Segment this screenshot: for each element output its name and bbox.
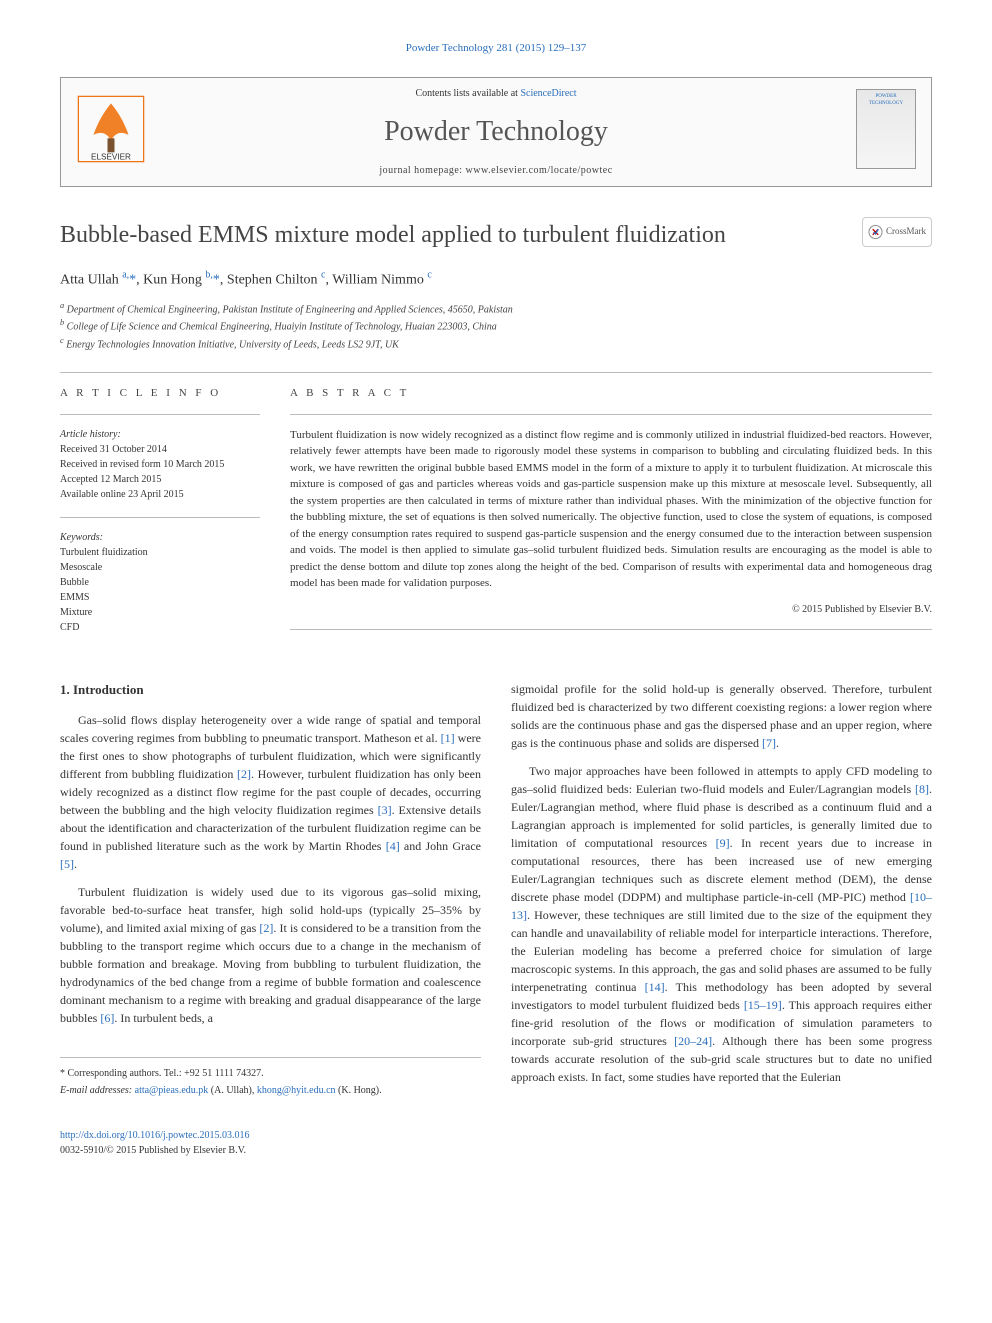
intro-heading: 1. Introduction [60, 680, 481, 700]
corresponding-emails: E-mail addresses: atta@pieas.edu.pk (A. … [60, 1083, 481, 1098]
ref-2[interactable]: [2] [237, 767, 251, 781]
journal-cover [826, 89, 916, 175]
ref-14[interactable]: [14] [645, 980, 665, 994]
ref-2b[interactable]: [2] [259, 921, 273, 935]
ref-4[interactable]: [4] [386, 839, 400, 853]
intro-p2: Turbulent fluidization is widely used du… [60, 883, 481, 1027]
abstract-copyright: © 2015 Published by Elsevier B.V. [290, 602, 932, 617]
affiliations: a Department of Chemical Engineering, Pa… [60, 300, 932, 352]
intro-p1: Gas–solid flows display heterogeneity ov… [60, 711, 481, 873]
ref-8[interactable]: [8] [915, 782, 929, 796]
doi-link[interactable]: http://dx.doi.org/10.1016/j.powtec.2015.… [60, 1130, 250, 1141]
author-2-corr[interactable]: * [213, 272, 220, 287]
ref-9[interactable]: [9] [716, 836, 730, 850]
abstract-heading: A B S T R A C T [290, 385, 932, 402]
doi-footer: http://dx.doi.org/10.1016/j.powtec.2015.… [60, 1128, 932, 1158]
crossmark-label: CrossMark [886, 225, 926, 239]
issn-line: 0032-5910/© 2015 Published by Elsevier B… [60, 1145, 246, 1156]
ref-3[interactable]: [3] [378, 803, 392, 817]
author-2: Kun Hong [143, 272, 205, 287]
author-2-aff[interactable]: b, [205, 272, 213, 287]
article-info-heading: A R T I C L E I N F O [60, 385, 260, 402]
svg-text:ELSEVIER: ELSEVIER [91, 152, 131, 161]
journal-banner: ELSEVIER Contents lists available at Sci… [60, 77, 932, 187]
ref-1[interactable]: [1] [441, 731, 455, 745]
crossmark-icon [868, 224, 883, 240]
journal-name: Powder Technology [166, 111, 826, 153]
abstract-text: Turbulent fluidization is now widely rec… [290, 427, 932, 592]
email-1[interactable]: atta@pieas.edu.pk [135, 1085, 209, 1096]
elsevier-tree-icon: ELSEVIER [76, 94, 146, 164]
author-4-aff[interactable]: c [427, 272, 431, 287]
authors: Atta Ullah a,*, Kun Hong b,*, Stephen Ch… [60, 268, 932, 291]
body-column-right: sigmoidal profile for the solid hold-up … [511, 680, 932, 1099]
ref-15-19[interactable]: [15–19] [744, 998, 782, 1012]
journal-homepage: journal homepage: www.elsevier.com/locat… [166, 163, 826, 178]
author-1: Atta Ullah [60, 272, 122, 287]
article-title: Bubble-based EMMS mixture model applied … [60, 217, 862, 253]
ref-6[interactable]: [6] [100, 1011, 114, 1025]
publisher-logo: ELSEVIER [76, 94, 166, 170]
ref-5[interactable]: [5] [60, 857, 74, 871]
top-citation: Powder Technology 281 (2015) 129–137 [60, 40, 932, 57]
affiliation-a: a Department of Chemical Engineering, Pa… [60, 300, 932, 317]
ref-7[interactable]: [7] [762, 736, 776, 750]
sciencedirect-link[interactable]: ScienceDirect [520, 88, 576, 99]
sciencedirect-line: Contents lists available at ScienceDirec… [166, 86, 826, 101]
corresponding-tel: * Corresponding authors. Tel.: +92 51 11… [60, 1066, 481, 1081]
ref-20-24[interactable]: [20–24] [674, 1034, 712, 1048]
separator [60, 372, 932, 373]
keywords: Keywords: Turbulent fluidization Mesosca… [60, 530, 260, 635]
intro-p3: sigmoidal profile for the solid hold-up … [511, 680, 932, 752]
corresponding-footer: * Corresponding authors. Tel.: +92 51 11… [60, 1057, 481, 1098]
crossmark-badge[interactable]: CrossMark [862, 217, 932, 247]
article-history: Article history: Received 31 October 201… [60, 427, 260, 502]
body-column-left: 1. Introduction Gas–solid flows display … [60, 680, 481, 1099]
email-2[interactable]: khong@hyit.edu.cn [257, 1085, 336, 1096]
intro-p4: Two major approaches have been followed … [511, 762, 932, 1086]
author-4: William Nimmo [332, 272, 427, 287]
author-3: Stephen Chilton [227, 272, 321, 287]
affiliation-c: c Energy Technologies Innovation Initiat… [60, 335, 932, 352]
affiliation-b: b College of Life Science and Chemical E… [60, 317, 932, 334]
